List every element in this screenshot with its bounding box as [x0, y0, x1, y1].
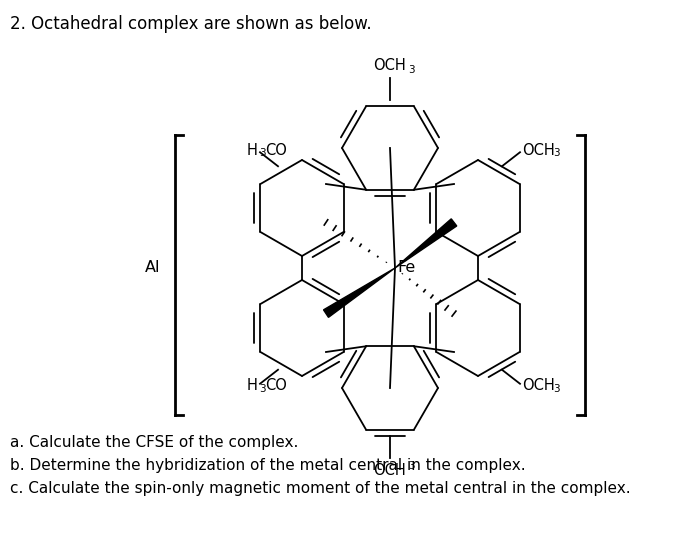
Text: Al: Al — [145, 260, 160, 275]
Text: OCH: OCH — [373, 463, 406, 478]
Text: Fe: Fe — [397, 260, 415, 275]
Text: OCH: OCH — [522, 378, 555, 393]
Text: H: H — [247, 378, 258, 393]
Polygon shape — [324, 268, 395, 317]
Text: CO: CO — [265, 378, 287, 393]
Text: c. Calculate the spin-only magnetic moment of the metal central in the complex.: c. Calculate the spin-only magnetic mome… — [10, 481, 631, 496]
Text: 2. Octahedral complex are shown as below.: 2. Octahedral complex are shown as below… — [10, 15, 371, 33]
Text: CO: CO — [265, 143, 287, 158]
Text: OCH: OCH — [373, 58, 406, 73]
Text: 3: 3 — [408, 65, 415, 75]
Text: 3: 3 — [408, 461, 415, 471]
Text: 3: 3 — [259, 148, 266, 158]
Text: b. Determine the hybridization of the metal central in the complex.: b. Determine the hybridization of the me… — [10, 458, 526, 473]
Polygon shape — [395, 219, 457, 268]
Text: 3: 3 — [259, 384, 266, 394]
Text: 3: 3 — [553, 384, 559, 394]
Text: a. Calculate the CFSE of the complex.: a. Calculate the CFSE of the complex. — [10, 435, 299, 450]
Text: H: H — [247, 143, 258, 158]
Text: 3: 3 — [553, 148, 559, 158]
Text: OCH: OCH — [522, 143, 555, 158]
